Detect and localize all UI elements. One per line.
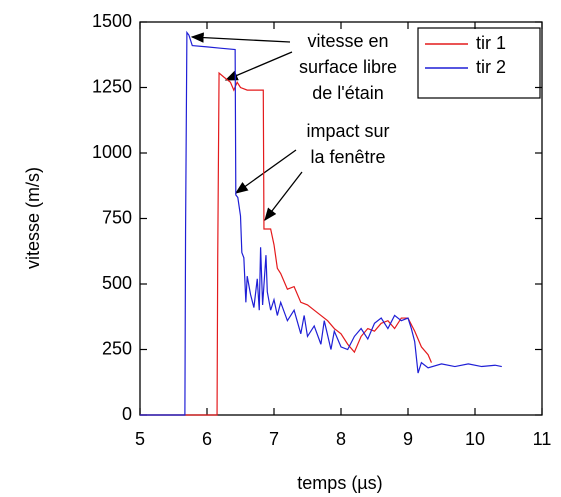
x-tick-label: 6: [202, 429, 212, 449]
annotation: de l'étain: [312, 83, 384, 103]
annotation-arrows: [190, 32, 303, 222]
x-tick-label: 11: [533, 429, 552, 449]
y-tick-label: 1500: [92, 11, 132, 31]
y-tick-label: 1250: [92, 76, 132, 96]
x-tick-label: 10: [465, 429, 485, 449]
y-tick-label: 750: [102, 207, 132, 227]
data-line: [140, 30, 502, 416]
y-axis-label: vitesse (m/s): [23, 167, 43, 269]
annotation: la fenêtre: [310, 147, 385, 167]
x-axis-label: temps (µs): [297, 473, 382, 493]
legend-label: tir 2: [476, 57, 506, 77]
annotation: surface libre: [299, 57, 397, 77]
annotation: impact sur: [306, 121, 389, 141]
x-tick-label: 7: [269, 429, 279, 449]
y-tick-label: 1000: [92, 142, 132, 162]
annotation: vitesse en: [307, 31, 388, 51]
legend-box: [417, 27, 541, 99]
x-tick-label: 8: [336, 429, 346, 449]
y-tick-label: 250: [102, 338, 132, 358]
legend: tir 1 tir 2: [417, 27, 541, 99]
x-tick-label: 9: [403, 429, 413, 449]
y-tick-label: 500: [102, 273, 132, 293]
legend-label: tir 1: [476, 33, 506, 53]
x-tick-label: 5: [135, 429, 145, 449]
y-tick-label: 0: [122, 404, 132, 424]
